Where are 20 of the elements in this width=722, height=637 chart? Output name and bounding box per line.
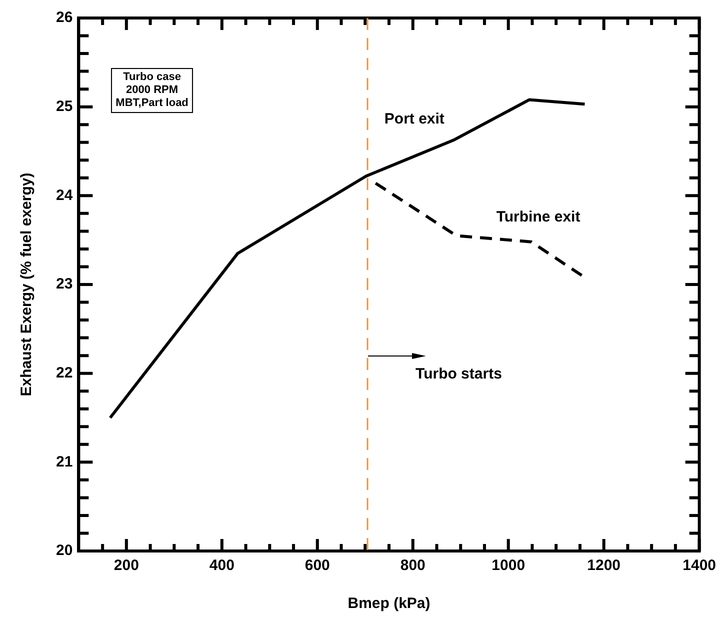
annotation: Turbo starts bbox=[416, 366, 502, 383]
x-tick-label: 1400 bbox=[682, 557, 716, 574]
annotation: Turbo case 2000 RPM MBT,Part load bbox=[110, 68, 194, 113]
series-label: Turbine exit bbox=[496, 208, 580, 226]
x-tick-label: 200 bbox=[114, 557, 139, 574]
y-tick-label: 23 bbox=[56, 276, 73, 293]
x-tick-label: 400 bbox=[209, 557, 234, 574]
y-tick-label: 21 bbox=[56, 453, 73, 470]
x-tick-label: 800 bbox=[400, 557, 426, 574]
series-label: Port exit bbox=[384, 110, 444, 128]
x-tick-label: 1000 bbox=[492, 557, 526, 574]
x-tick-label: 600 bbox=[304, 557, 330, 574]
y-tick-label: 25 bbox=[56, 98, 73, 115]
x-tick-label: 1200 bbox=[587, 557, 621, 574]
y-tick-label: 22 bbox=[56, 364, 73, 382]
y-axis-title: Exhaust Exergy (% fuel exergy) bbox=[18, 172, 36, 396]
y-tick-label: 26 bbox=[56, 9, 73, 26]
y-tick-label: 20 bbox=[56, 542, 73, 560]
x-axis-title: Bmep (kPa) bbox=[348, 595, 430, 612]
y-tick-label: 24 bbox=[56, 186, 74, 204]
